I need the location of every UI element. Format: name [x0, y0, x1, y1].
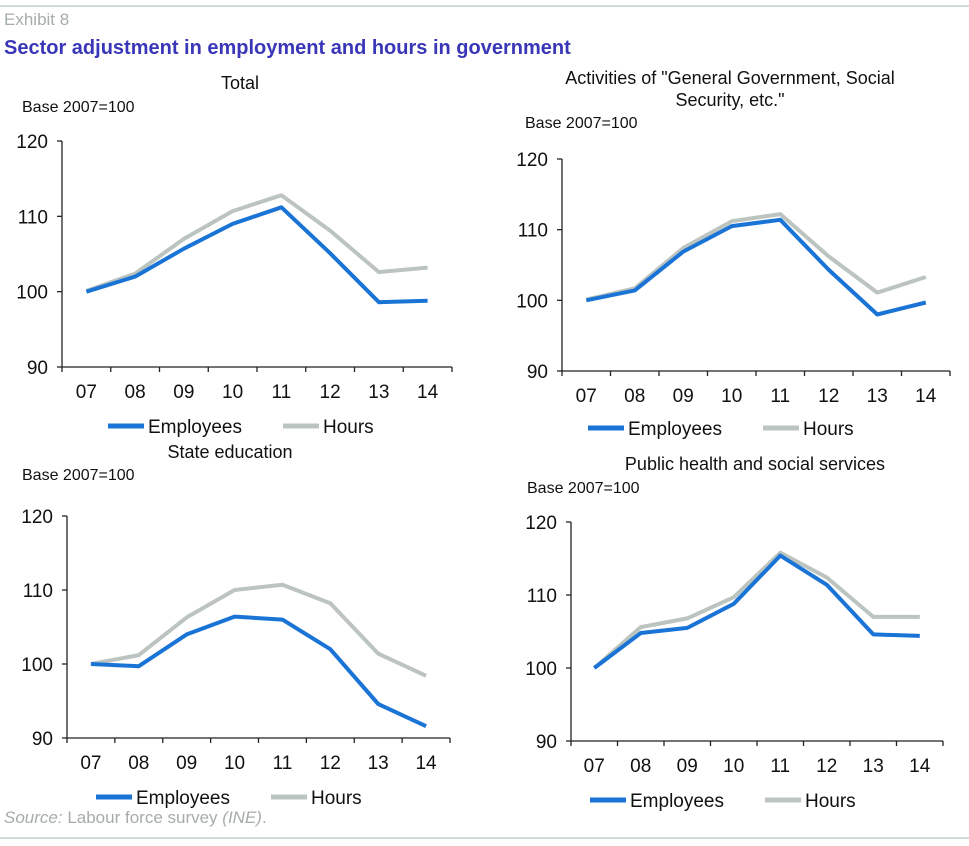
- series-line-hours: [592, 550, 920, 670]
- y-tick-label: 100: [16, 283, 48, 304]
- legend: Employees Hours: [96, 788, 362, 809]
- y-tick-label: 90: [32, 729, 53, 750]
- x-tick-label: 13: [867, 386, 888, 407]
- legend-label-hours: Hours: [805, 791, 856, 812]
- y-tick-label: 120: [516, 150, 548, 171]
- legend: Employees Hours: [590, 791, 856, 812]
- x-tick-label: 08: [630, 756, 651, 777]
- x-tick-label: 14: [909, 756, 931, 777]
- x-tick-label: 07: [584, 756, 605, 777]
- x-tick-label: 07: [576, 386, 597, 407]
- x-tick-label: 10: [222, 382, 243, 403]
- y-axis-label: Base 2007=100: [527, 480, 640, 497]
- series-line-employees: [593, 553, 920, 670]
- legend-label-hours: Hours: [803, 419, 854, 440]
- y-tick-label: 120: [525, 513, 557, 534]
- source-note: Source: Labour force survey (INE).: [4, 808, 267, 828]
- chart-panel-general-government: Activities of "General Government, Socia…: [516, 68, 951, 440]
- source-label: Source:: [4, 808, 63, 827]
- x-tick-label: 10: [723, 756, 744, 777]
- y-tick-label: 100: [525, 659, 557, 680]
- x-tick-label: 14: [915, 386, 937, 407]
- y-tick-label: 110: [18, 207, 48, 228]
- chart-state-education: 90 100 110 120 07 08 09 10 11 12 13 14 Employees Hour…: [21, 507, 451, 809]
- x-tick-label: 12: [818, 386, 839, 407]
- x-tick-label: 11: [273, 753, 293, 774]
- series-line-employees: [585, 217, 927, 317]
- x-tick-label: 12: [320, 382, 341, 403]
- x-tick-label: 07: [76, 382, 97, 403]
- x-tick-label: 14: [415, 753, 437, 774]
- legend-label-employees: Employees: [136, 788, 230, 809]
- exhibit-label: Exhibit 8: [4, 10, 70, 29]
- y-tick-label: 120: [16, 132, 48, 153]
- y-tick-label: 120: [21, 507, 53, 528]
- source-text: Labour force survey: [62, 808, 223, 827]
- x-tick-label: 08: [128, 753, 149, 774]
- chart-title: Public health and social services: [624, 454, 886, 474]
- y-tick-label: 110: [518, 221, 548, 242]
- series-line-hours: [85, 193, 428, 293]
- x-tick-label: 12: [320, 753, 341, 774]
- legend: Employees Hours: [588, 419, 854, 440]
- y-tick-label: 110: [23, 581, 53, 602]
- chart-general-government: 90 100 110 120 07 08 09 10 11 12 13 14 Employees Hour…: [516, 150, 951, 440]
- x-tick-label: 11: [272, 382, 292, 403]
- series-line-employees: [90, 614, 427, 729]
- x-tick-label: 13: [863, 756, 884, 777]
- x-tick-label: 10: [721, 386, 742, 407]
- legend-label-hours: Hours: [323, 417, 374, 438]
- y-tick-label: 90: [27, 358, 48, 379]
- y-tick-label: 100: [516, 291, 548, 312]
- y-tick-label: 90: [536, 732, 557, 753]
- chart-panel-state-education: State education Base 2007=100 90 100 110 12…: [0, 0, 480, 846]
- x-tick-label: 09: [673, 386, 694, 407]
- x-tick-label: 08: [125, 382, 146, 403]
- x-tick-label: 13: [368, 753, 389, 774]
- chart-title: State education: [167, 442, 293, 462]
- x-tick-label: 07: [80, 753, 101, 774]
- figure-title: Sector adjustment in employment and hour…: [4, 37, 571, 59]
- y-axis-label: Base 2007=100: [22, 99, 135, 116]
- chart-title: Total: [220, 73, 260, 93]
- chart-panel-total: Total Base 2007=100 90 100 110 120 07 08 09 10 1…: [0, 0, 480, 440]
- x-tick-label: 11: [770, 386, 790, 407]
- legend-label-employees: Employees: [148, 417, 242, 438]
- x-tick-label: 09: [173, 382, 194, 403]
- legend-label-hours: Hours: [311, 788, 362, 809]
- x-tick-label: 12: [816, 756, 837, 777]
- y-axis-label: Base 2007=100: [22, 467, 135, 484]
- x-tick-label: 14: [417, 382, 439, 403]
- x-tick-label: 11: [770, 756, 790, 777]
- y-tick-label: 100: [21, 655, 53, 676]
- series-line-hours: [90, 582, 427, 678]
- legend-label-employees: Employees: [628, 419, 722, 440]
- bottom-rule: [0, 837, 969, 839]
- source-end: .: [261, 808, 267, 827]
- top-rule: [0, 5, 969, 7]
- x-tick-label: 08: [624, 386, 645, 407]
- x-tick-label: 09: [176, 753, 197, 774]
- series-line-employees: [85, 205, 428, 305]
- legend: Employees Hours: [108, 417, 374, 438]
- y-tick-label: 90: [527, 362, 548, 383]
- x-tick-label: 13: [368, 382, 389, 403]
- y-axis-label: Base 2007=100: [525, 115, 638, 132]
- x-tick-label: 09: [677, 756, 698, 777]
- chart-total: 90 100 110 120 07 08 09 10 11 12 13 14 Employees Hour…: [16, 132, 453, 438]
- x-tick-label: 10: [224, 753, 245, 774]
- source-org: (INE): [222, 808, 262, 827]
- legend-label-employees: Employees: [630, 791, 724, 812]
- chart-title: Activities of "General Government, Socia…: [565, 68, 895, 110]
- y-tick-label: 110: [527, 586, 557, 607]
